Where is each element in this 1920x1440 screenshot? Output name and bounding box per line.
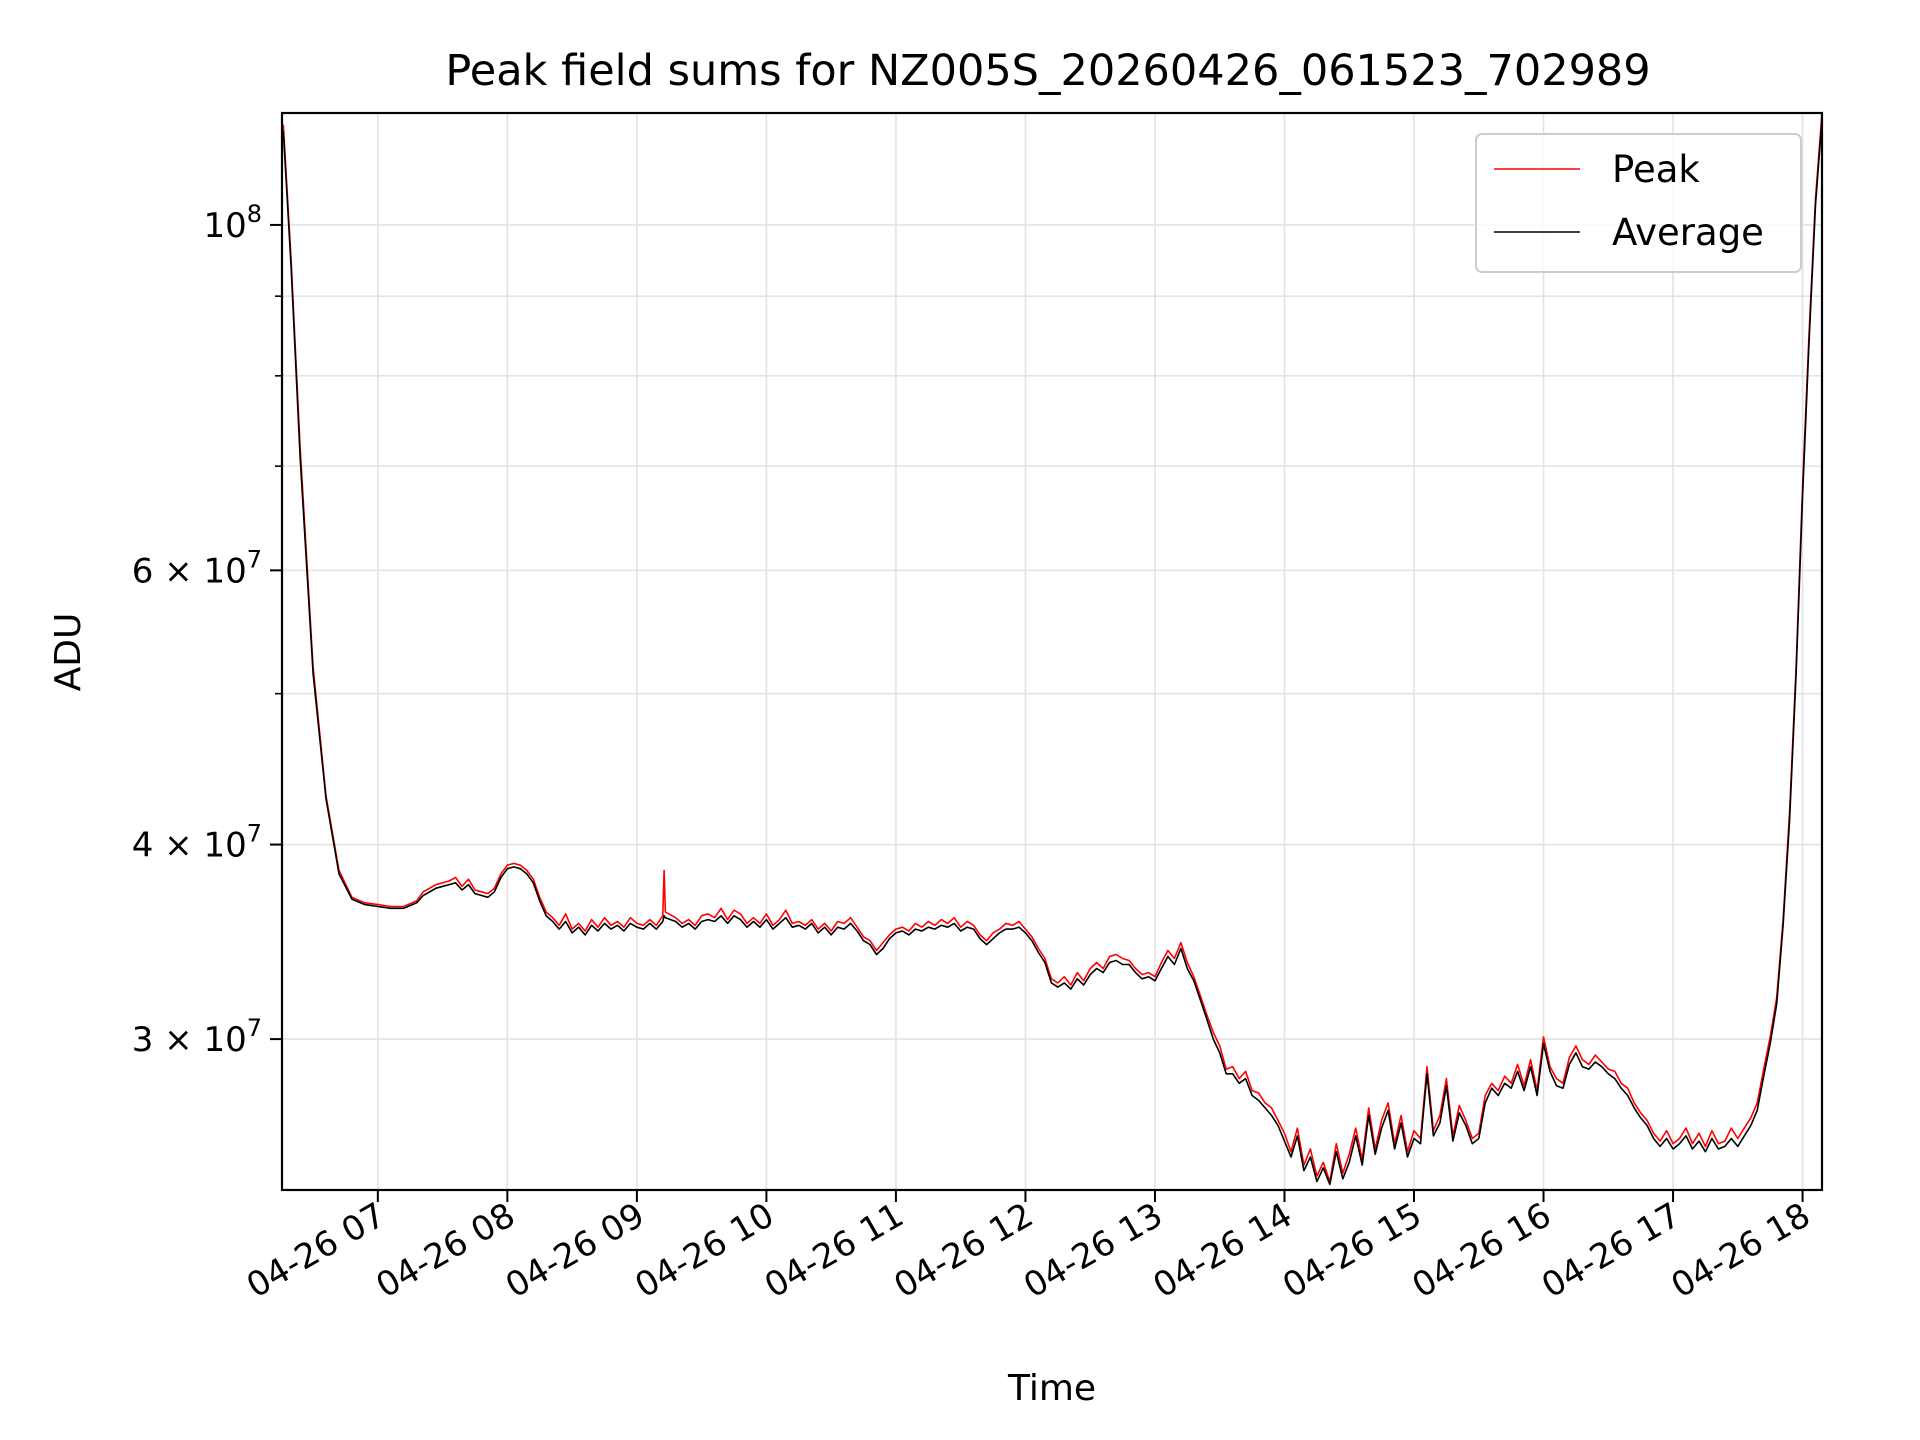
x-tick-label: 04-26 15 [1276, 1195, 1428, 1306]
y-tick-label: 4 × 107 [132, 820, 262, 866]
legend: Peak Average [1475, 133, 1802, 273]
y-axis: 108 6 × 107 4 × 107 3 × 107 [132, 200, 282, 1060]
x-tick-label: 04-26 08 [369, 1195, 521, 1306]
y-tick-label: 6 × 107 [132, 545, 262, 591]
legend-peak-label: Peak [1612, 148, 1700, 191]
x-tick-label: 04-26 10 [629, 1195, 781, 1306]
x-tick-label: 04-26 18 [1665, 1195, 1817, 1306]
x-tick-label: 04-26 17 [1535, 1195, 1687, 1306]
x-tick-label: 04-26 14 [1147, 1195, 1299, 1306]
x-tick-label: 04-26 16 [1406, 1195, 1558, 1306]
x-tick-label: 04-26 13 [1017, 1195, 1169, 1306]
x-tick-label: 04-26 12 [888, 1195, 1040, 1306]
y-axis-label: ADU [48, 613, 89, 692]
legend-average-label: Average [1612, 211, 1764, 254]
chart-title: Peak field sums for NZ005S_20260426_0615… [445, 46, 1650, 96]
y-tick-label: 3 × 107 [132, 1014, 262, 1060]
x-tick-label: 04-26 11 [758, 1195, 910, 1306]
x-tick-label: 04-26 09 [499, 1195, 651, 1306]
series-line-peak [282, 113, 1822, 1183]
y-tick-label: 108 [203, 200, 262, 246]
x-axis-label: Time [1007, 1368, 1096, 1409]
series-line-average [282, 118, 1822, 1186]
x-tick-label: 04-26 07 [240, 1195, 392, 1306]
plot-frame [280, 111, 1824, 1192]
grid [282, 113, 1822, 1190]
series-layer [282, 113, 1822, 1186]
